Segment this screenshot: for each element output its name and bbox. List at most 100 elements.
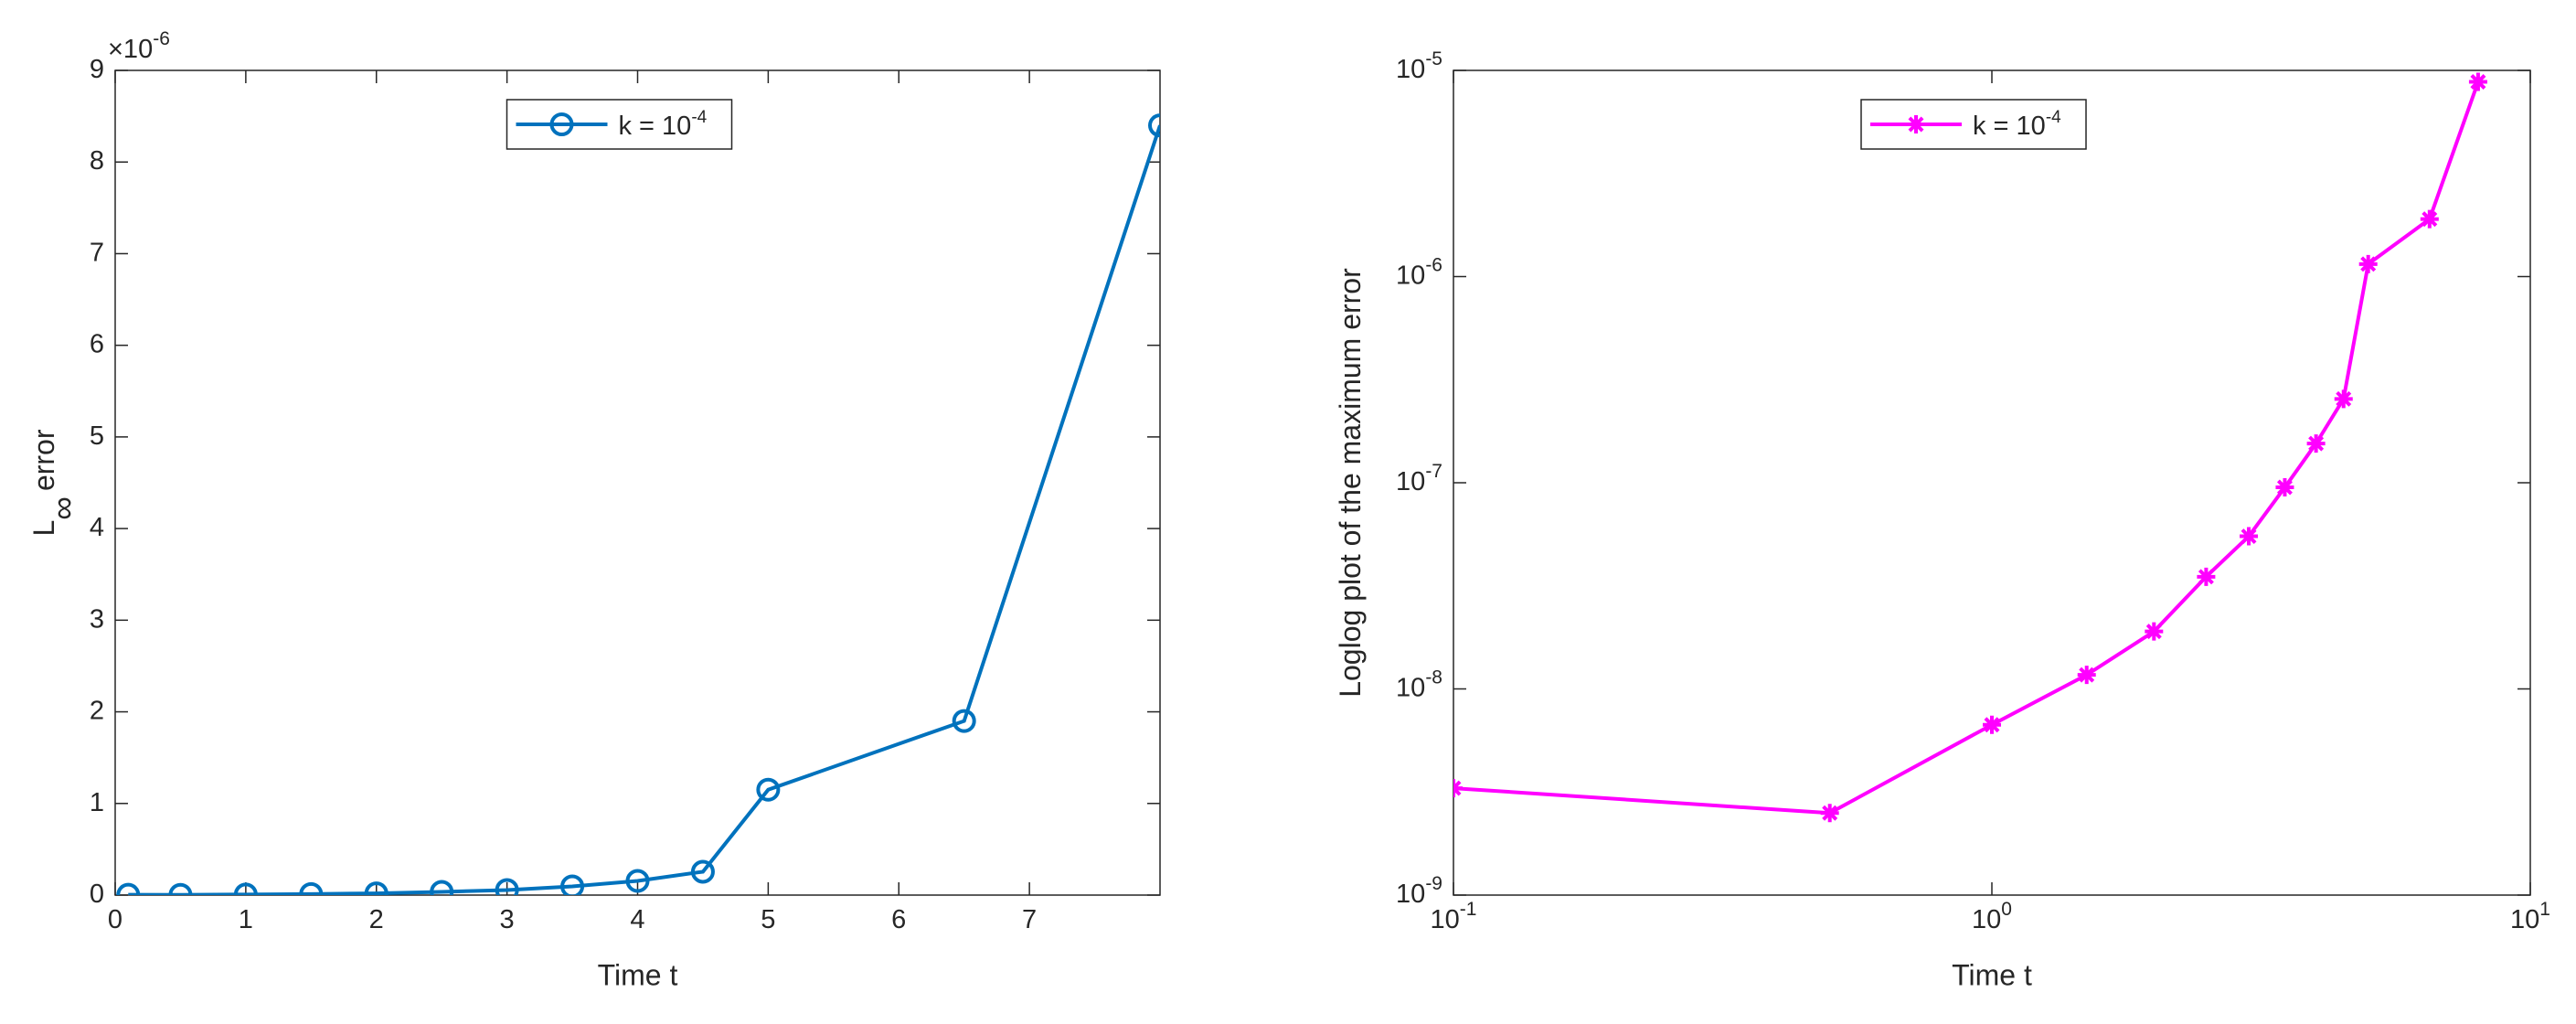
tick-exponent: 0	[2001, 899, 2012, 920]
marker	[2334, 389, 2353, 409]
tick-base: 1	[90, 787, 104, 816]
tick-label: 8	[90, 146, 104, 176]
tick-base: 4	[90, 513, 104, 542]
tick-label: 10-8	[1396, 667, 1442, 703]
tick-base: 5	[90, 421, 104, 451]
plot-area	[1453, 72, 2487, 823]
tick-base: 10	[1396, 673, 1425, 702]
tick-label: 3	[500, 905, 515, 934]
tick-label: 2	[90, 696, 104, 725]
tick-base: 6	[90, 329, 104, 358]
multiplier-exponent: -6	[153, 28, 170, 49]
tick-base: 2	[369, 905, 384, 934]
tick-label: 10-6	[1396, 255, 1442, 291]
tick-label: 7	[1022, 905, 1037, 934]
marker	[2197, 567, 2216, 586]
marker	[2468, 72, 2487, 91]
tick-base: 3	[500, 905, 515, 934]
y-label-main: Loglog plot of the maximum error	[1334, 268, 1367, 698]
tick-label: 10-1	[1431, 899, 1477, 934]
marker	[2145, 622, 2164, 641]
tick-base: 10	[1972, 905, 2001, 934]
y-label-sub: ∞	[44, 496, 81, 520]
legend-marker	[549, 112, 574, 136]
plot-area	[116, 113, 1160, 895]
tick-label: 10-7	[1396, 461, 1442, 496]
marker	[2240, 527, 2259, 546]
marker	[2306, 434, 2326, 453]
tick-base: 10	[1396, 880, 1425, 909]
marker	[2358, 254, 2378, 273]
marker	[952, 709, 976, 733]
tick-label: 1	[90, 787, 104, 816]
tick-label: 3	[90, 604, 104, 634]
tick-exponent: -8	[1425, 667, 1442, 688]
tick-base: 1	[239, 905, 253, 934]
tick-base: 7	[90, 238, 104, 267]
tick-label: 0	[108, 905, 122, 934]
tick-base: 9	[90, 55, 104, 84]
tick-label: 1	[239, 905, 253, 934]
multiplier-base: ×10	[108, 35, 153, 64]
tick-base: 10	[1396, 467, 1425, 496]
y-axis-label: L∞ error	[27, 429, 81, 536]
tick-exponent: -7	[1425, 461, 1442, 482]
tick-label: 2	[369, 905, 384, 934]
legend-label: k = 10-4	[619, 108, 708, 141]
tick-base: 0	[90, 880, 104, 909]
tick-base: 10	[1431, 905, 1460, 934]
x-axis-label: Time t	[598, 958, 678, 991]
marker	[1453, 779, 1463, 798]
legend-exponent: -4	[691, 108, 707, 127]
marker	[364, 881, 389, 895]
tick-base: 5	[761, 905, 775, 934]
tick-label: 4	[630, 905, 644, 934]
series-line	[1453, 80, 2480, 816]
axes-box	[114, 69, 1161, 896]
marker	[756, 777, 781, 802]
tick-exponent: -1	[1460, 899, 1477, 920]
tick-base: 10	[1396, 55, 1425, 84]
tick-base: 3	[90, 604, 104, 634]
tick-label: 0	[90, 880, 104, 909]
tick-base: 6	[891, 905, 906, 934]
x-axis-label: Time t	[1952, 958, 2032, 991]
y-multiplier: ×10-6	[108, 28, 170, 64]
tick-exponent: -6	[1425, 255, 1442, 276]
tick-label: 100	[1972, 899, 2012, 934]
tick-base: 2	[90, 696, 104, 725]
marker	[2077, 666, 2096, 685]
y-label-main: L	[27, 520, 60, 537]
tick-base: 4	[630, 905, 644, 934]
marker	[625, 869, 650, 893]
tick-label: 4	[90, 513, 104, 542]
series-line	[128, 124, 1160, 895]
legend-marker	[1907, 115, 1925, 133]
tick-base: 10	[1396, 261, 1425, 290]
tick-label: 101	[2510, 899, 2550, 934]
marker	[1148, 113, 1160, 138]
tick-label: 10-9	[1396, 873, 1442, 909]
tick-base: 10	[2510, 905, 2539, 934]
tick-base: 8	[90, 146, 104, 176]
tick-label: 7	[90, 238, 104, 267]
tick-label: 6	[90, 329, 104, 358]
tick-label: 9	[90, 55, 104, 84]
tick-exponent: 1	[2539, 899, 2550, 920]
marker	[430, 880, 454, 895]
marker	[233, 882, 258, 895]
tick-exponent: -9	[1425, 873, 1442, 894]
marker	[495, 878, 519, 895]
marker	[560, 874, 585, 895]
legend-label: k = 10-4	[1973, 108, 2061, 141]
marker	[1983, 715, 2001, 734]
tick-base: 7	[1022, 905, 1037, 934]
y-axis-label: Loglog plot of the maximum error	[1334, 268, 1367, 698]
marker	[116, 882, 141, 895]
legend-name: k = 10	[1973, 112, 2046, 141]
legend-name: k = 10	[619, 112, 692, 141]
marker	[1820, 804, 1839, 823]
y-label-rest: error	[27, 429, 60, 491]
marker	[2275, 478, 2294, 497]
